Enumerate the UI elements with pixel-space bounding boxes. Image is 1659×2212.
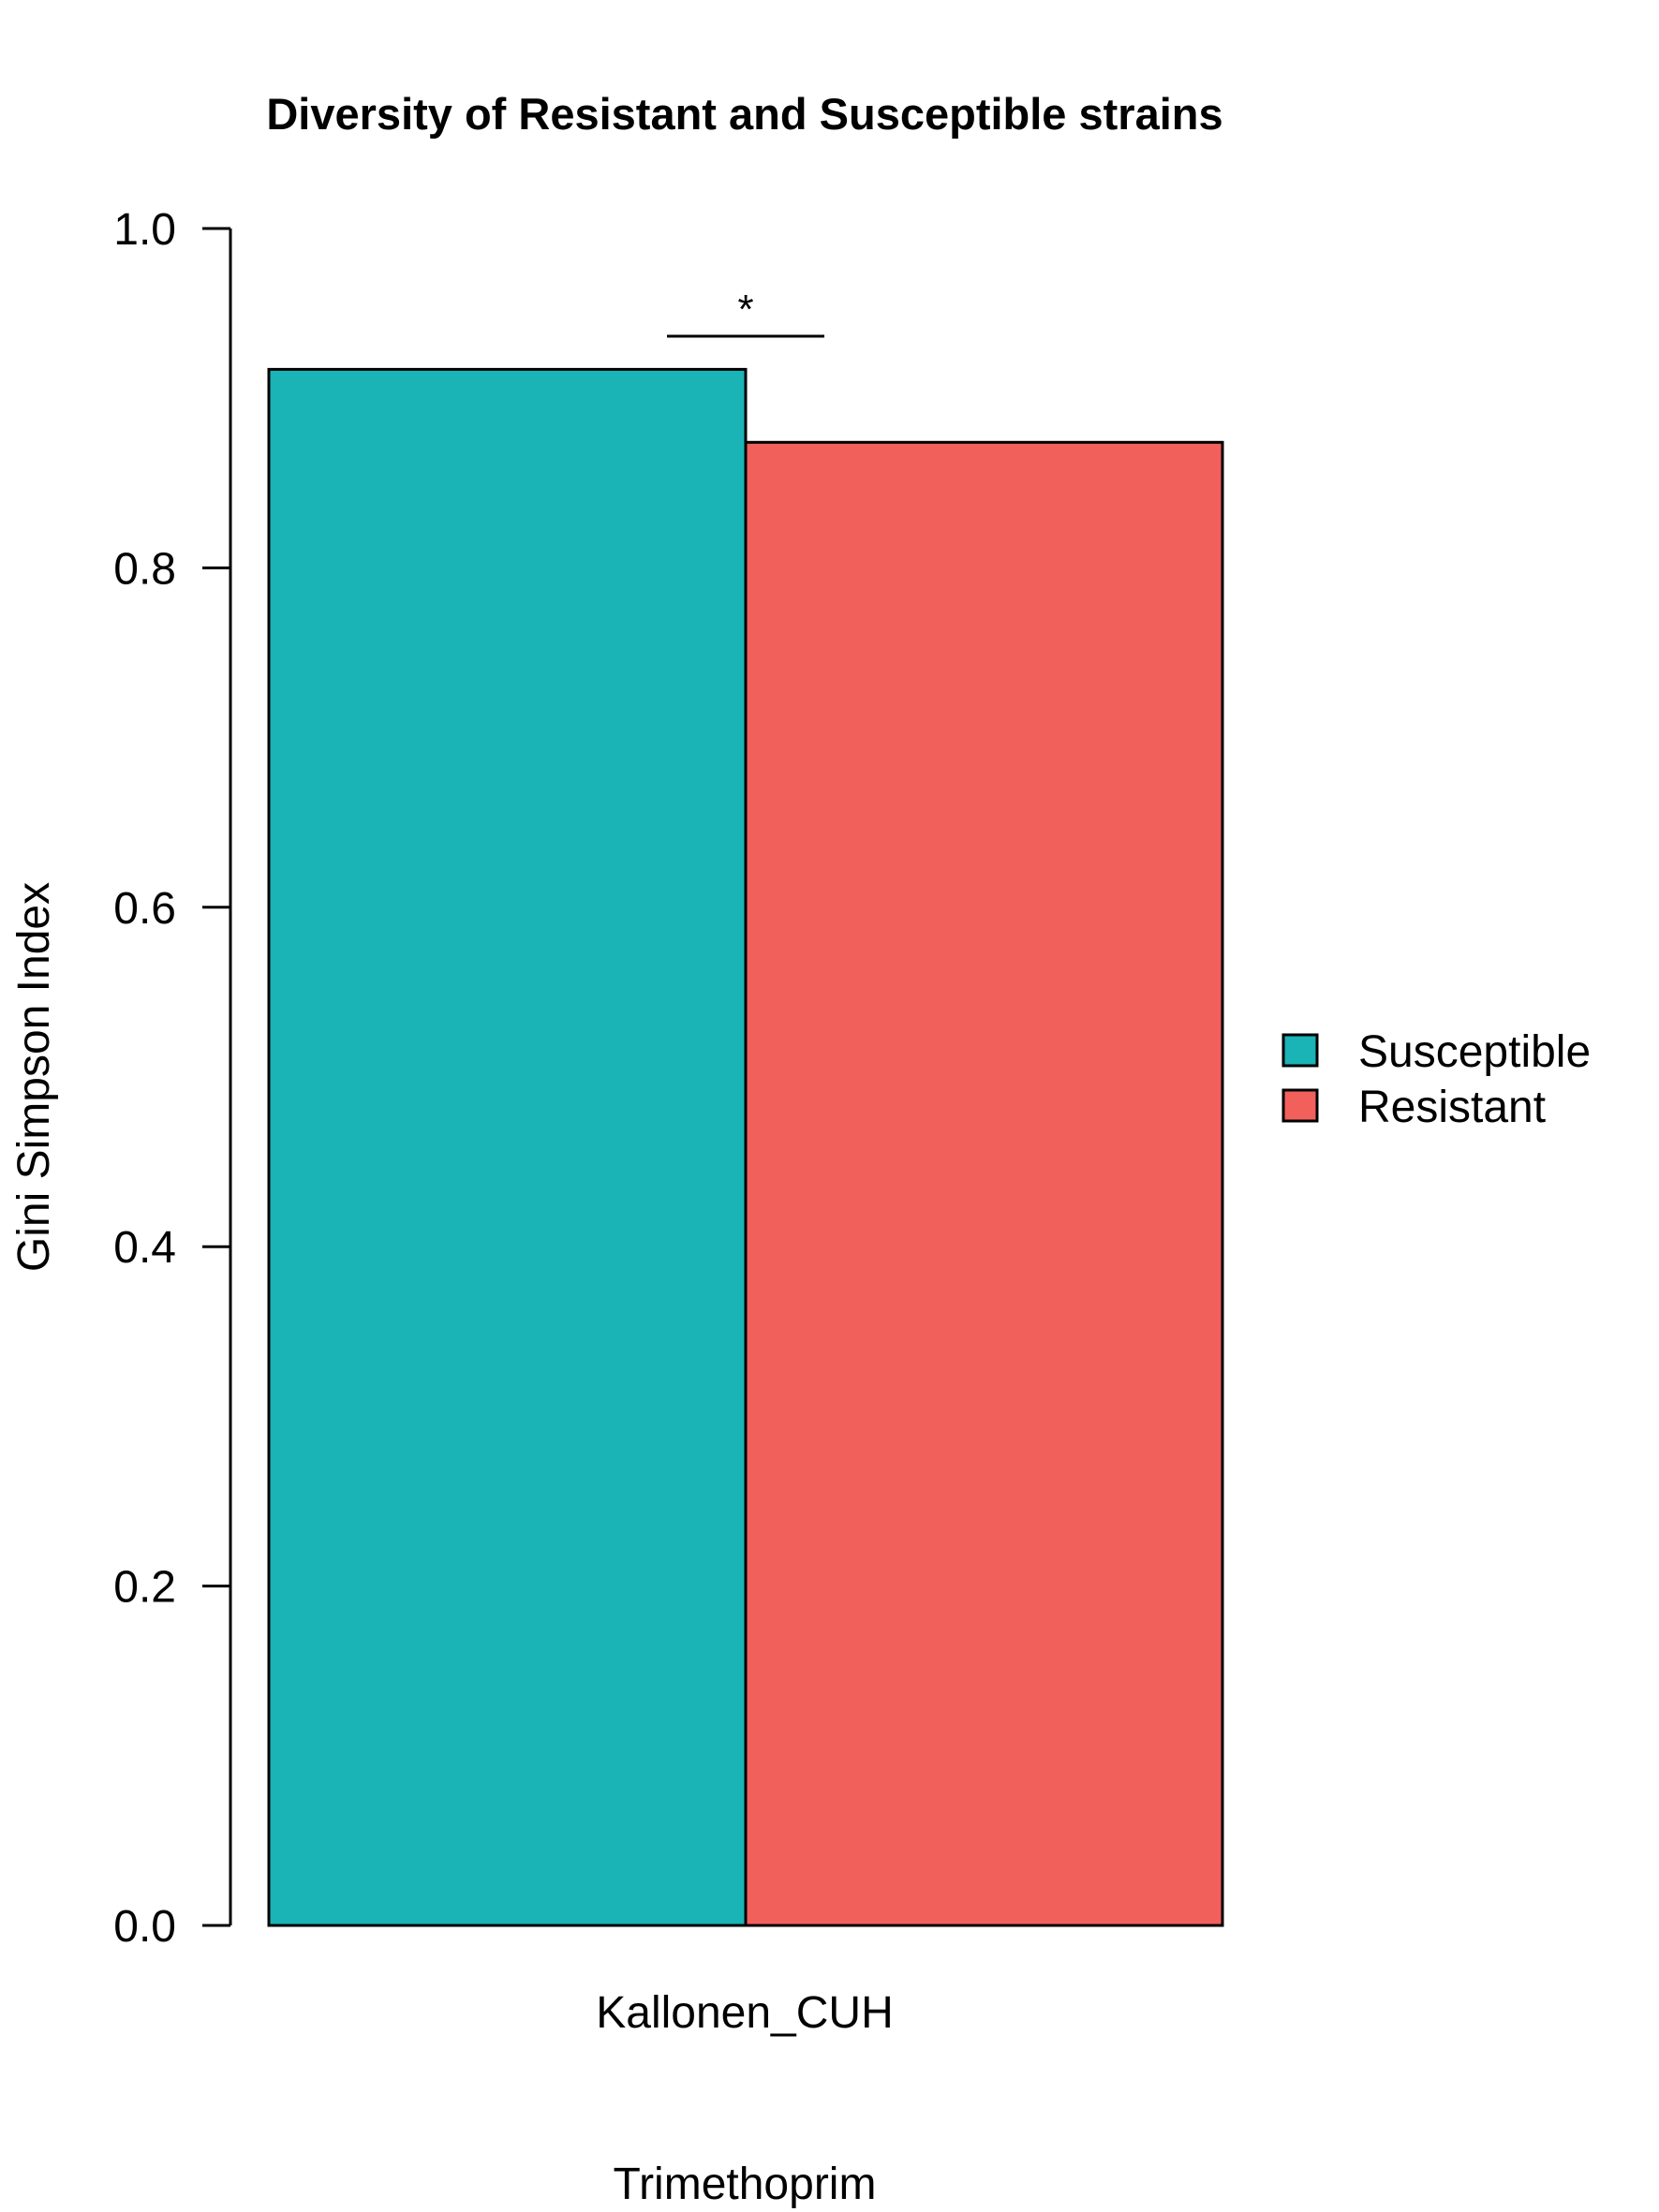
legend-label-susceptible: Susceptible [1358, 1027, 1591, 1077]
legend-label-resistant: Resistant [1358, 1083, 1546, 1132]
bar-susceptible [267, 367, 748, 1927]
bar-resistant [744, 440, 1224, 1927]
chart-title: Diversity of Resistant and Susceptible s… [266, 89, 1222, 139]
legend-swatch-resistant [1281, 1088, 1319, 1123]
legend-swatch-susceptible [1281, 1033, 1319, 1068]
significance-annotation: * [667, 287, 824, 338]
legend: Susceptible Resistant [1281, 1027, 1591, 1132]
significance-star: * [737, 287, 753, 332]
x-axis-label: Trimethoprim [614, 2160, 877, 2209]
bars [267, 367, 1224, 1927]
y-tick-label: 0.6 [113, 884, 176, 934]
y-tick-label: 1.0 [113, 205, 176, 255]
y-axis-ticks: 0.0 0.2 0.4 0.6 0.8 1.0 [113, 205, 230, 1952]
x-tick-label-kallonen-cuh: Kallonen_CUH [596, 1988, 894, 2038]
y-tick-label: 0.0 [113, 1902, 176, 1952]
y-axis-label: Gini Simpson Index [9, 882, 59, 1272]
y-tick-label: 0.8 [113, 544, 176, 594]
y-tick-label: 0.2 [113, 1563, 176, 1613]
y-tick-label: 0.4 [113, 1223, 176, 1273]
